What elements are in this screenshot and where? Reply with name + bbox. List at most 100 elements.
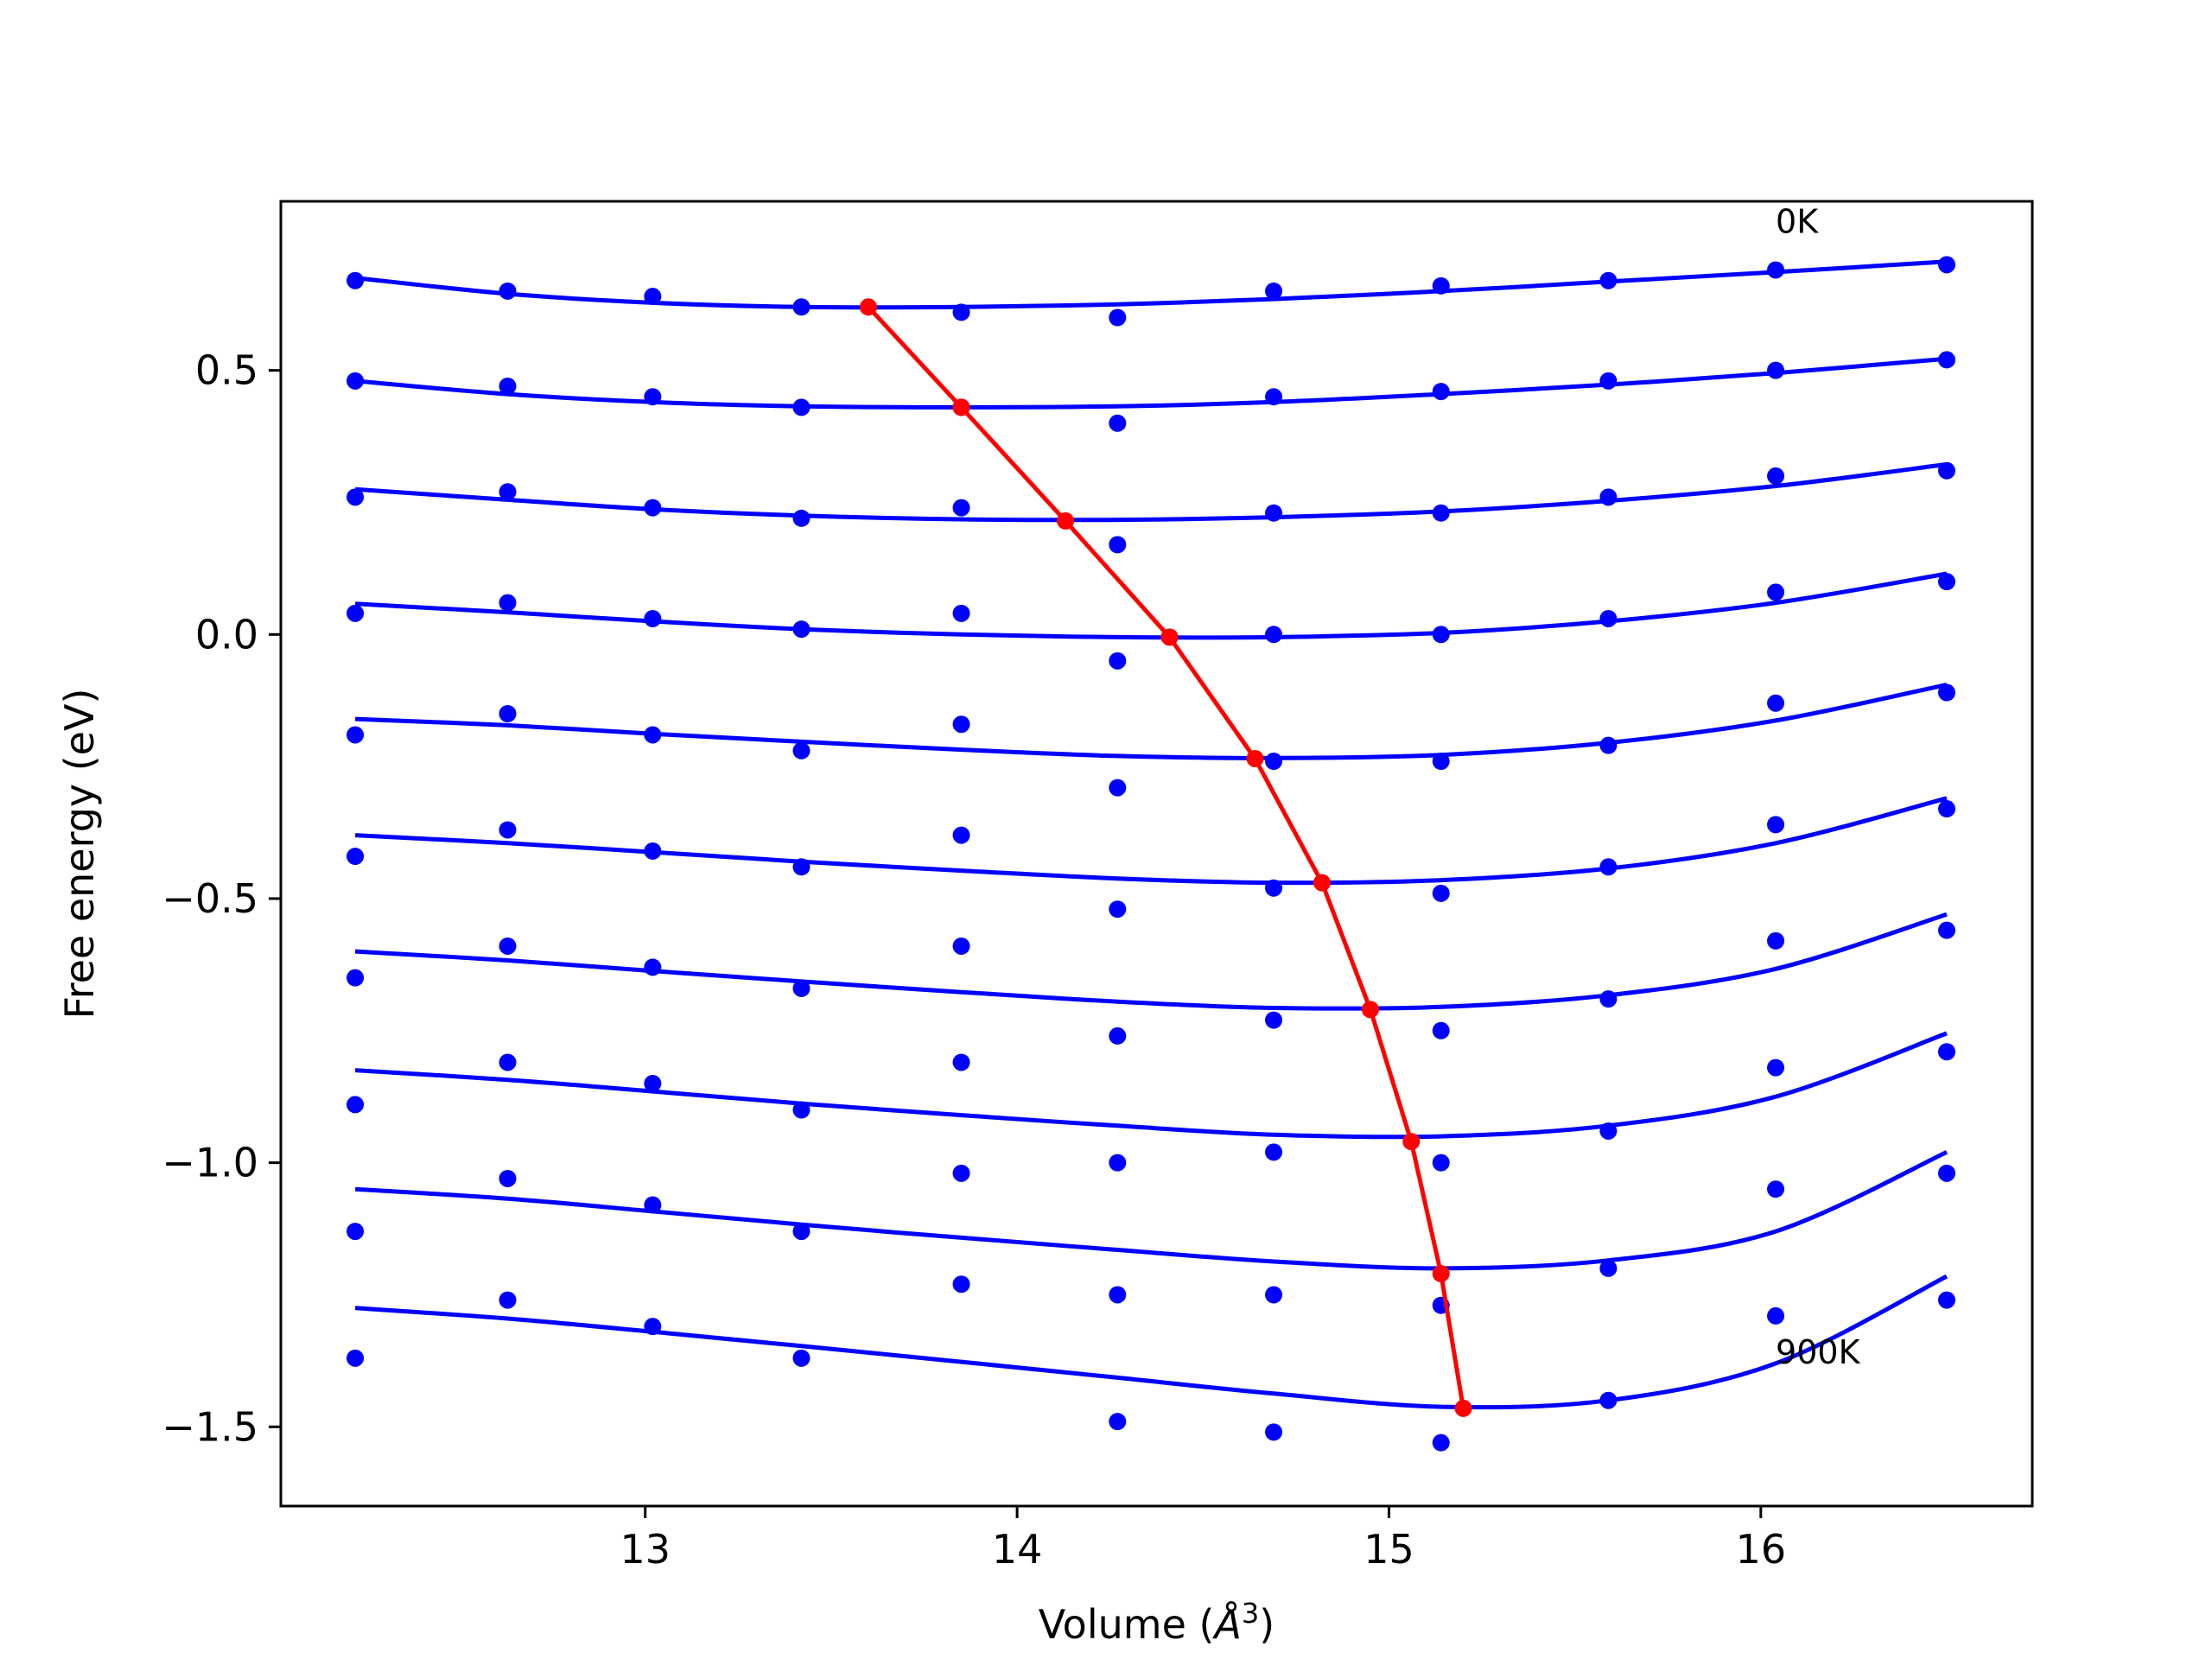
data-point-1-0 bbox=[346, 372, 365, 390]
x-axis-title: Volume (Å3) bbox=[1039, 1597, 1274, 1648]
data-point-0-7 bbox=[1432, 276, 1450, 295]
data-point-5-9 bbox=[1767, 816, 1785, 834]
data-point-4-10 bbox=[1938, 683, 1956, 702]
data-point-0-8 bbox=[1599, 271, 1618, 289]
fit-curve-6 bbox=[354, 912, 1948, 1011]
data-point-8-4 bbox=[952, 1164, 970, 1182]
data-point-9-6 bbox=[1265, 1423, 1283, 1441]
minima-point-4 bbox=[1246, 749, 1264, 767]
data-point-1-6 bbox=[1265, 388, 1283, 406]
data-point-5-5 bbox=[1109, 900, 1127, 918]
data-point-6-2 bbox=[644, 958, 662, 976]
data-point-9-8 bbox=[1599, 1391, 1618, 1409]
data-point-7-10 bbox=[1938, 1043, 1956, 1061]
data-point-5-2 bbox=[644, 842, 662, 860]
data-point-4-8 bbox=[1599, 736, 1618, 754]
x-tick-label-0: 13 bbox=[620, 1526, 671, 1573]
data-point-5-3 bbox=[792, 858, 810, 876]
plot-frame bbox=[279, 200, 2034, 1508]
data-point-8-0 bbox=[346, 1223, 365, 1241]
data-point-4-1 bbox=[499, 704, 517, 722]
data-point-1-7 bbox=[1432, 383, 1450, 401]
y-tick-label-1: 0.0 bbox=[195, 611, 258, 658]
data-point-9-10 bbox=[1938, 1291, 1956, 1309]
data-point-7-2 bbox=[644, 1074, 662, 1092]
fit-curve-7 bbox=[354, 1031, 1948, 1140]
data-point-6-9 bbox=[1767, 931, 1785, 950]
data-point-3-1 bbox=[499, 594, 517, 612]
data-point-1-8 bbox=[1599, 372, 1618, 390]
fit-curve-3 bbox=[354, 571, 1948, 640]
data-point-0-10 bbox=[1938, 256, 1956, 274]
annotation-900k: 900K bbox=[1776, 1333, 1861, 1371]
data-point-9-5 bbox=[1109, 1413, 1127, 1431]
data-point-3-9 bbox=[1767, 583, 1785, 601]
data-point-6-1 bbox=[499, 937, 517, 955]
data-point-7-1 bbox=[499, 1053, 517, 1071]
data-point-5-8 bbox=[1599, 858, 1618, 876]
data-point-3-2 bbox=[644, 609, 662, 627]
data-point-8-10 bbox=[1938, 1164, 1956, 1182]
data-point-0-6 bbox=[1265, 282, 1283, 300]
fit-curve-0 bbox=[354, 259, 1948, 310]
y-tick-label-4: −1.5 bbox=[162, 1403, 258, 1450]
minima-point-2 bbox=[1057, 512, 1075, 530]
y-tick-label-0: 0.5 bbox=[195, 347, 258, 394]
data-points bbox=[346, 256, 1956, 1452]
data-point-3-3 bbox=[792, 620, 810, 639]
data-point-8-1 bbox=[499, 1169, 517, 1187]
data-point-7-6 bbox=[1265, 1143, 1283, 1161]
data-point-0-3 bbox=[792, 298, 810, 316]
data-point-6-4 bbox=[952, 937, 970, 955]
data-point-6-5 bbox=[1109, 1027, 1127, 1045]
data-point-5-7 bbox=[1432, 884, 1450, 902]
data-point-0-5 bbox=[1109, 308, 1127, 327]
data-point-7-8 bbox=[1599, 1122, 1618, 1140]
data-point-6-6 bbox=[1265, 1011, 1283, 1029]
data-point-1-3 bbox=[792, 398, 810, 416]
data-point-3-4 bbox=[952, 604, 970, 622]
data-point-0-4 bbox=[952, 303, 970, 321]
data-point-4-2 bbox=[644, 726, 662, 744]
data-point-9-1 bbox=[499, 1291, 517, 1309]
data-point-3-7 bbox=[1432, 626, 1450, 644]
data-point-7-5 bbox=[1109, 1154, 1127, 1172]
minima-point-0 bbox=[859, 298, 877, 316]
data-point-6-3 bbox=[792, 979, 810, 997]
data-point-2-6 bbox=[1265, 504, 1283, 522]
data-point-7-7 bbox=[1432, 1154, 1450, 1172]
data-point-5-6 bbox=[1265, 879, 1283, 897]
data-point-2-1 bbox=[499, 483, 517, 501]
fit-curve-9 bbox=[354, 1274, 1948, 1410]
data-point-9-9 bbox=[1767, 1306, 1785, 1325]
fit-curve-1 bbox=[354, 356, 1948, 410]
fit-curve-5 bbox=[354, 796, 1948, 886]
data-point-5-0 bbox=[346, 848, 365, 866]
data-point-1-9 bbox=[1767, 361, 1785, 379]
data-point-3-10 bbox=[1938, 573, 1956, 591]
data-point-0-1 bbox=[499, 282, 517, 300]
data-point-3-5 bbox=[1109, 652, 1127, 670]
data-point-0-0 bbox=[346, 271, 365, 289]
minima-line bbox=[867, 305, 1465, 1409]
data-point-4-7 bbox=[1432, 753, 1450, 771]
data-point-4-0 bbox=[346, 726, 365, 744]
data-point-4-6 bbox=[1265, 753, 1283, 771]
fit-curves bbox=[354, 259, 1948, 1410]
data-point-1-5 bbox=[1109, 414, 1127, 432]
x-tick-label-1: 14 bbox=[992, 1526, 1043, 1573]
data-point-8-2 bbox=[644, 1196, 662, 1214]
minima-point-1 bbox=[952, 398, 970, 416]
data-point-4-4 bbox=[952, 715, 970, 734]
data-point-6-7 bbox=[1432, 1021, 1450, 1039]
data-point-4-3 bbox=[792, 741, 810, 760]
data-point-2-7 bbox=[1432, 504, 1450, 522]
data-point-2-0 bbox=[346, 488, 365, 506]
x-tick-label-3: 16 bbox=[1736, 1526, 1787, 1573]
data-point-6-8 bbox=[1599, 990, 1618, 1008]
data-point-2-3 bbox=[792, 509, 810, 527]
y-tick-label-3: −1.0 bbox=[162, 1140, 258, 1186]
minima-point-6 bbox=[1361, 1001, 1379, 1019]
data-point-6-0 bbox=[346, 969, 365, 987]
